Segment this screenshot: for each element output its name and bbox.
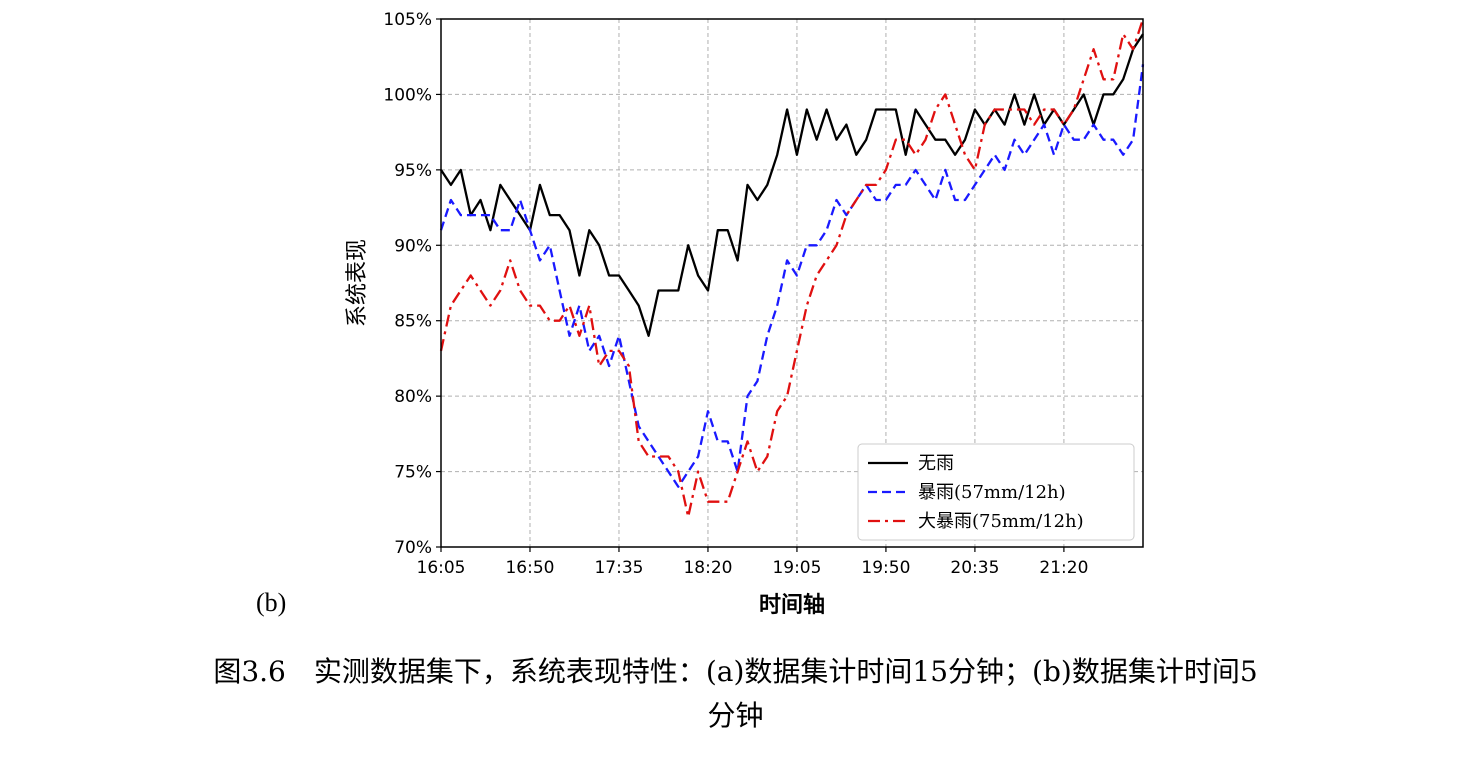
series-line-3 [439,18,1145,518]
x-tick-label: 21:20 [1039,558,1088,578]
figure-caption: 图3.6 实测数据集下，系统表现特性：(a)数据集计时间15分钟；(b)数据集计… [0,650,1471,738]
y-axis-label: 系统表现 [345,239,370,327]
series-layer [439,18,1145,518]
legend-label-3: 大暴雨(75mm/12h) [918,511,1084,532]
y-tick-labels: 70% 75% 80% 85% 90% 95% 100% 105% [383,10,441,558]
y-tick-label: 95% [394,161,432,181]
legend-label-1: 无雨 [918,453,954,474]
line-chart: 70% 75% 80% 85% 90% 95% 100% 105% 16:05 16:50 17:… [345,10,1145,618]
y-tick-label: 105% [383,10,432,30]
x-tick-label: 16:50 [505,558,554,578]
axes [440,18,1144,548]
y-tick-label: 90% [394,236,432,256]
legend-label-2: 暴雨(57mm/12h) [918,482,1066,503]
legend-box [857,443,1135,541]
x-tick-label: 19:50 [861,558,910,578]
series-line-1 [440,33,1144,337]
caption-line-2: 分钟 [707,699,764,732]
x-tick-label: 16:05 [417,558,466,578]
x-tick-label: 20:35 [950,558,999,578]
x-tick-label: 18:20 [683,558,732,578]
y-tick-label: 100% [383,85,432,105]
series-line-2 [439,64,1145,488]
y-tick-label: 80% [394,387,432,407]
y-tick-label: 85% [394,312,432,332]
x-tick-label: 19:05 [772,558,821,578]
subfigure-label: (b) [256,588,287,617]
y-tick-label: 70% [394,538,432,558]
x-tick-labels: 16:05 16:50 17:35 18:20 19:05 19:50 20:35 21:20 [417,547,1088,578]
x-tick-label: 17:35 [594,558,643,578]
x-axis-label: 时间轴 [759,592,825,618]
plot-frame [440,18,1144,548]
y-tick-label: 75% [394,463,432,483]
caption-line-1: 图3.6 实测数据集下，系统表现特性：(a)数据集计时间15分钟；(b)数据集计… [213,655,1258,688]
